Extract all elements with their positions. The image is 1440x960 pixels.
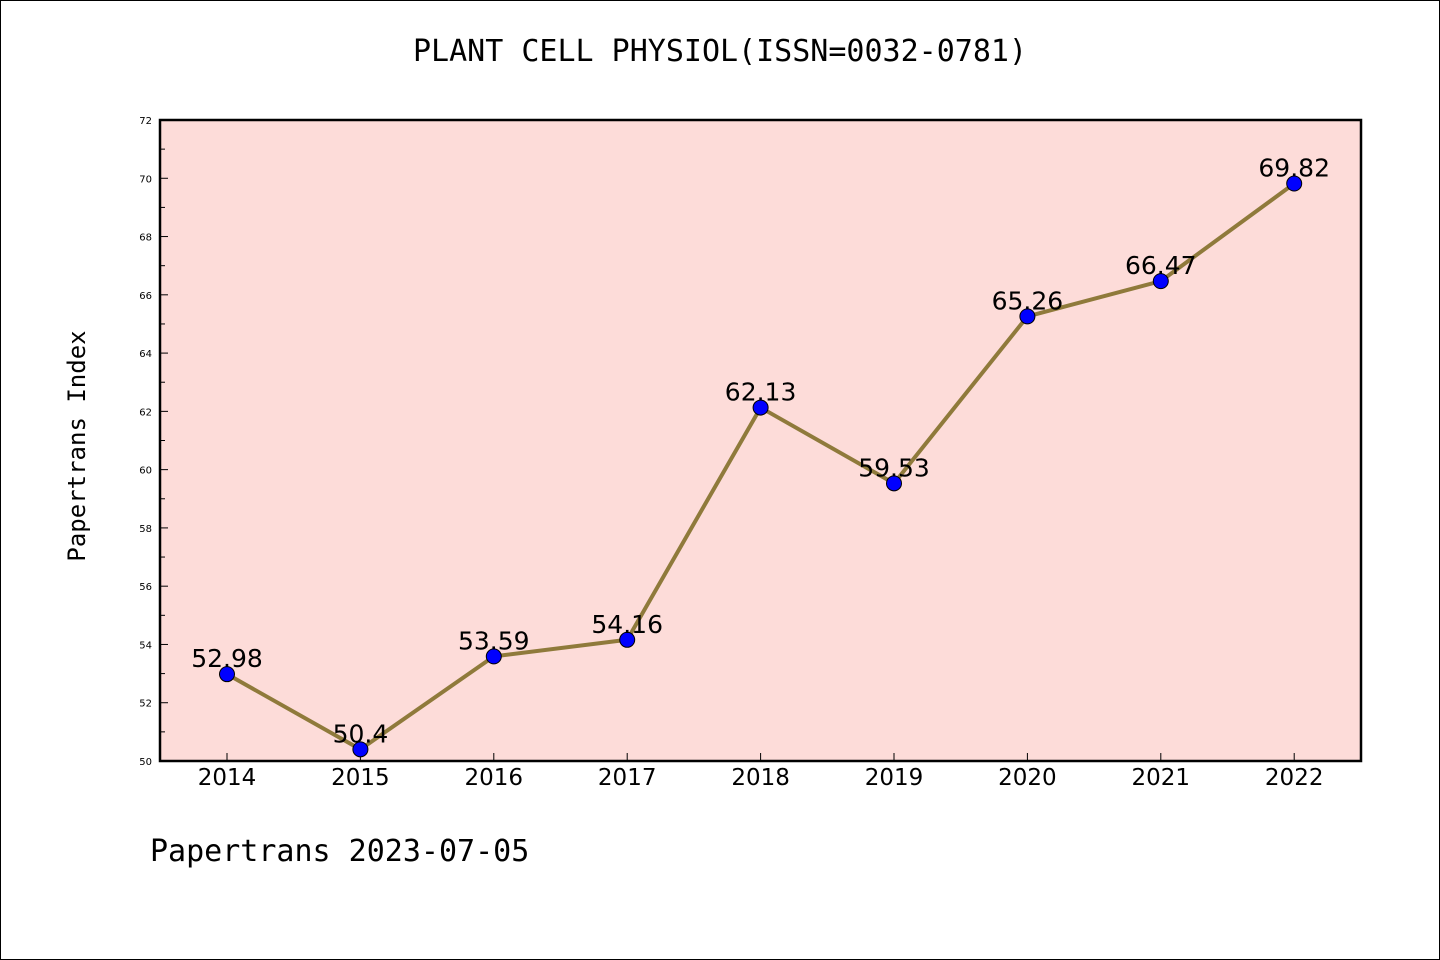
footer-note: Papertrans 2023-07-05 — [150, 834, 530, 869]
y-tick-label: 60 — [139, 466, 152, 477]
plot-border — [158, 118, 1363, 763]
data-point — [219, 666, 235, 683]
y-tick-label: 52 — [139, 699, 152, 710]
data-label: 54.16 — [591, 610, 663, 639]
data-point — [1286, 175, 1303, 192]
x-tick-label: 2016 — [465, 765, 524, 791]
y-axis: 50 52 54 56 58 60 62 64 66 68 70 72 — [139, 116, 168, 768]
y-tick-label: 50 — [139, 757, 152, 768]
data-point — [752, 399, 769, 416]
data-label: 59.53 — [858, 453, 930, 482]
x-tick-label: 2020 — [998, 765, 1057, 791]
chart-title: PLANT CELL PHYSIOL(ISSN=0032-0781) — [412, 34, 1028, 69]
y-tick-label: 54 — [139, 640, 152, 651]
data-point — [485, 648, 502, 665]
y-tick-label: 62 — [139, 407, 152, 418]
data-point — [1019, 308, 1036, 325]
y-tick-label: 58 — [139, 524, 152, 535]
x-tick-label: 2015 — [331, 765, 390, 791]
x-axis: 2014 2015 2016 2017 2018 2019 2020 2021 2022 — [198, 753, 1324, 791]
x-tick-label: 2017 — [598, 765, 657, 791]
data-point — [886, 475, 902, 492]
data-label: 50.4 — [333, 719, 389, 748]
y-tick-label: 68 — [139, 233, 152, 244]
x-tick-label: 2022 — [1265, 765, 1324, 791]
data-label: 53.59 — [458, 626, 530, 655]
data-point — [352, 741, 369, 758]
x-tick-label: 2014 — [198, 765, 257, 791]
data-point — [1152, 273, 1169, 290]
data-label: 69.82 — [1258, 154, 1330, 183]
x-tick-label: 2019 — [865, 765, 924, 791]
y-tick-label: 70 — [139, 174, 152, 185]
x-tick-label: 2018 — [731, 765, 790, 791]
data-label: 65.26 — [992, 286, 1064, 315]
plot-area — [160, 120, 1361, 761]
y-tick-label: 72 — [139, 116, 152, 127]
data-label: 52.98 — [191, 644, 263, 673]
data-label: 66.47 — [1125, 251, 1197, 280]
data-point — [619, 631, 636, 648]
y-tick-label: 64 — [139, 349, 152, 360]
y-tick-label: 66 — [139, 291, 152, 302]
y-tick-label: 56 — [139, 582, 152, 593]
series-group: 52.98 50.4 53.59 54.16 62.13 59.53 65.26 66.47 6… — [191, 154, 1330, 758]
x-tick-label: 2021 — [1132, 765, 1191, 791]
data-label: 62.13 — [725, 378, 797, 407]
